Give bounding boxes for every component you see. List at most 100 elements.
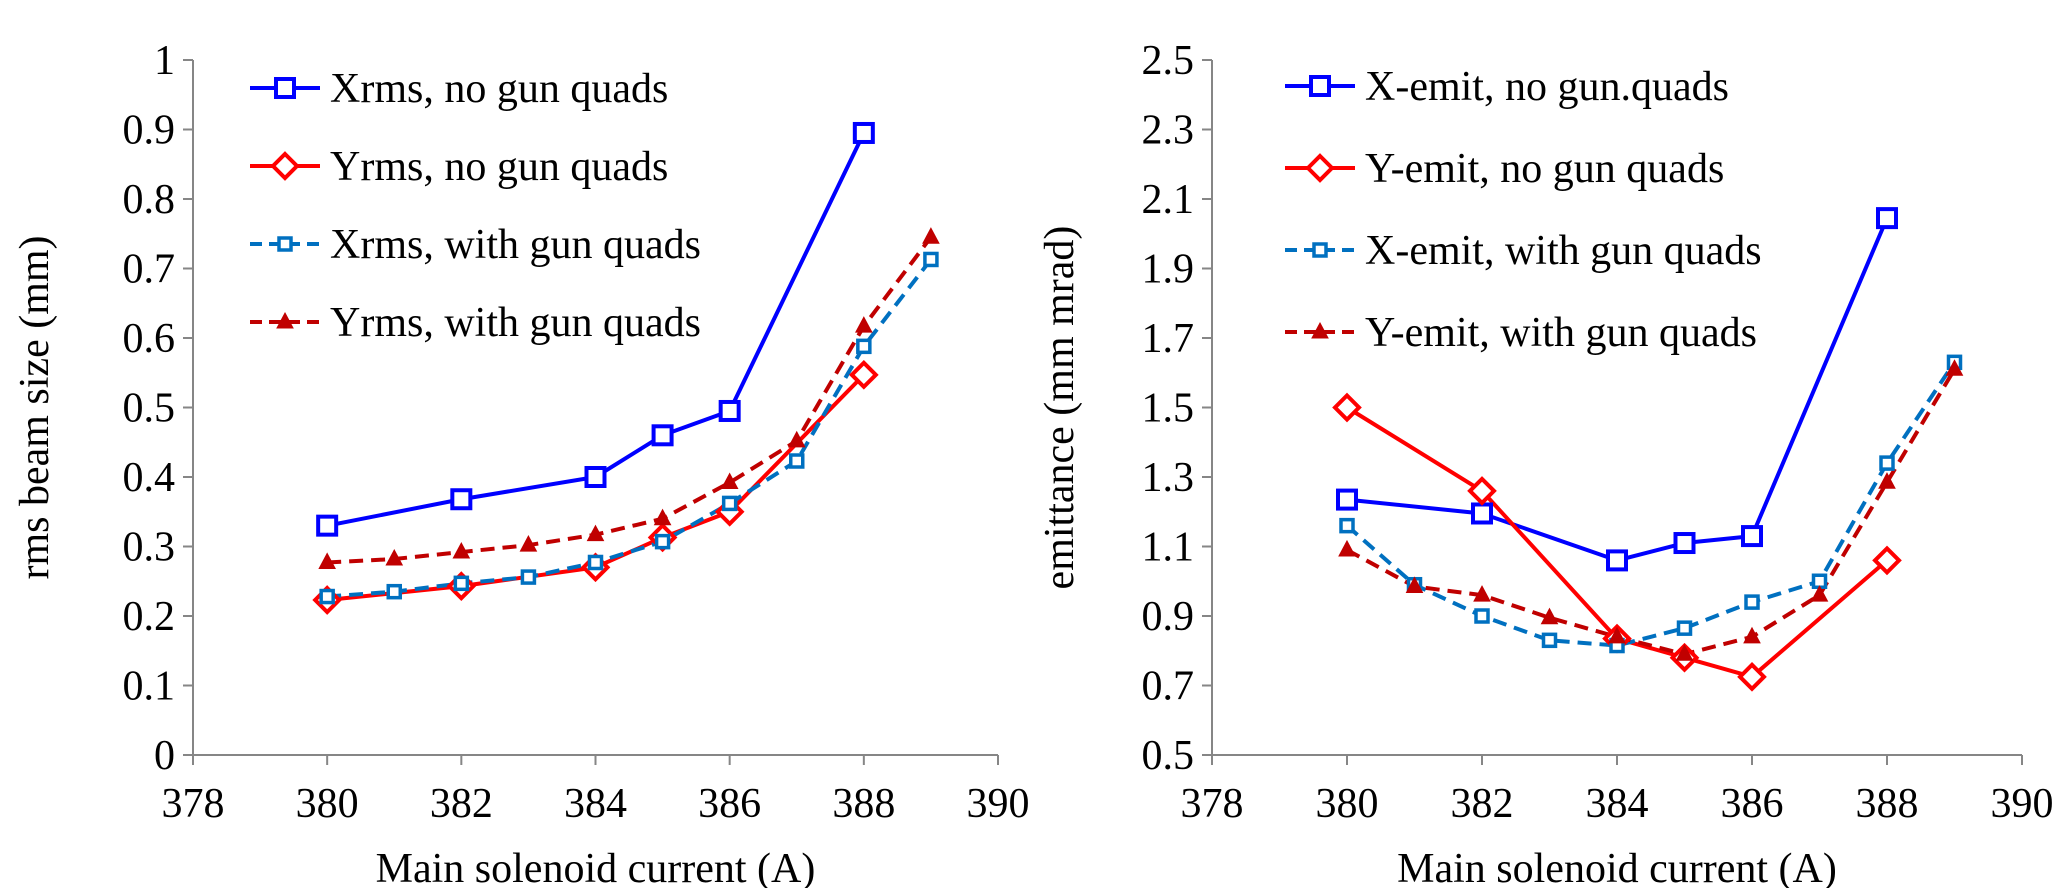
data-point — [856, 338, 872, 355]
legend-label: Y-emit, with gun quads — [1365, 310, 1757, 356]
data-point — [1332, 392, 1362, 423]
x-tick-label: 384 — [564, 781, 627, 827]
legend-marker — [1312, 242, 1328, 258]
data-point — [849, 360, 879, 390]
data-point — [1876, 207, 1898, 230]
data-point — [1541, 632, 1558, 649]
data-point — [1879, 455, 1895, 471]
legend-label: X-emit, no gun.quads — [1365, 64, 1729, 110]
data-point — [1608, 626, 1626, 644]
x-tick-label: 378 — [1181, 781, 1244, 827]
y-tick-label: 1.3 — [1142, 455, 1195, 501]
legend-marker — [276, 311, 294, 329]
x-tick-label: 388 — [1856, 781, 1919, 827]
data-point — [651, 424, 674, 447]
y-tick-label: 2.5 — [1142, 38, 1195, 84]
y-tick-label: 0.2 — [123, 594, 176, 640]
series-line — [327, 258, 933, 599]
x-tick-label: 390 — [1991, 781, 2054, 827]
beam-size-chart: 0 0.1 0.2 0.3 0.4 0.5 0.6 0.7 0.8 0.9 1 378 380 382 38… — [12, 38, 1030, 888]
y-tick-label: 0.6 — [123, 316, 176, 362]
x-tick-label: 388 — [832, 781, 895, 827]
x-tick-label: 380 — [296, 781, 359, 827]
data-point — [587, 554, 604, 571]
legend-label: Xrms, with gun quads — [330, 222, 701, 268]
data-point — [923, 251, 939, 268]
series-line — [1346, 368, 1957, 657]
legend-marker — [277, 236, 293, 252]
legend-marker — [1305, 153, 1335, 183]
y-tick-label: 0.4 — [123, 455, 176, 501]
data-point — [718, 399, 741, 422]
data-point — [787, 430, 806, 448]
data-point — [519, 535, 538, 552]
x-tick-label: 378 — [162, 781, 225, 827]
data-point — [452, 541, 471, 559]
data-point — [319, 588, 335, 605]
x-tick-label: 382 — [1451, 781, 1514, 827]
emittance-chart: 0.5 0.7 0.9 1.1 1.3 1.5 1.7 1.9 2.1 2.3 2.5 378 380 3… — [1037, 38, 2054, 888]
data-point — [318, 552, 336, 569]
series-line — [1345, 405, 1889, 679]
y-tick-label: 1.7 — [1142, 316, 1195, 362]
y-tick-label: 1.9 — [1142, 247, 1195, 293]
y-tick-label: 2.3 — [1142, 108, 1195, 154]
x-tick-label: 386 — [698, 781, 761, 827]
legend-marker — [1309, 75, 1331, 97]
data-point — [1338, 539, 1356, 557]
x-tick-label: 382 — [430, 781, 493, 827]
y-tick-label: 0.7 — [1142, 664, 1195, 710]
legend-label: X-emit, with gun quads — [1365, 228, 1762, 274]
legend-label: Yrms, no gun quads — [330, 144, 668, 190]
y-tick-label: 0.5 — [1142, 733, 1195, 779]
data-point — [453, 575, 470, 592]
data-point — [720, 472, 739, 490]
data-point — [385, 548, 404, 566]
y-axis-label: rms beam size (mm) — [12, 235, 58, 579]
data-point — [1405, 576, 1424, 593]
x-tick-label: 390 — [967, 781, 1030, 827]
legend-marker — [1311, 321, 1329, 339]
data-point — [1810, 585, 1829, 602]
data-point — [520, 569, 537, 585]
data-point — [316, 514, 339, 537]
data-point — [1743, 626, 1761, 644]
series-line — [326, 132, 866, 528]
data-point — [1878, 472, 1896, 489]
series-line — [1346, 217, 1889, 563]
y-tick-label: 1.1 — [1142, 525, 1195, 571]
y-tick-label: 0 — [154, 733, 175, 779]
legend-label: Y-emit, no gun quads — [1365, 146, 1724, 192]
legend-label: Yrms, with gun quads — [330, 300, 701, 346]
data-point — [1339, 517, 1355, 534]
x-axis-label: Main solenoid current (A) — [376, 846, 816, 888]
x-tick-label: 384 — [1586, 781, 1649, 827]
y-tick-label: 1 — [154, 38, 175, 84]
data-point — [1744, 594, 1760, 610]
data-point — [1467, 476, 1497, 506]
y-tick-label: 0.1 — [123, 664, 176, 710]
data-point — [854, 316, 873, 333]
data-point — [584, 466, 607, 488]
data-point — [852, 121, 875, 144]
x-tick-label: 380 — [1316, 781, 1379, 827]
data-point — [450, 488, 473, 511]
y-tick-label: 0.5 — [123, 386, 176, 432]
data-point — [1473, 585, 1491, 602]
legend-label: Xrms, no gun quads — [330, 66, 668, 112]
data-point — [721, 495, 738, 512]
y-tick-label: 2.1 — [1142, 177, 1195, 223]
data-point — [1471, 502, 1493, 525]
y-tick-label: 1.5 — [1142, 386, 1195, 432]
y-tick-label: 0.3 — [123, 525, 176, 571]
data-point — [1945, 359, 1964, 376]
data-point — [1540, 607, 1559, 625]
data-point — [1676, 620, 1693, 636]
legend-marker — [274, 77, 296, 99]
data-point — [1336, 488, 1358, 511]
data-point — [922, 227, 940, 244]
data-point — [1606, 549, 1628, 572]
data-point — [1675, 644, 1694, 661]
y-axis-label: emittance (mm mrad) — [1037, 226, 1083, 590]
